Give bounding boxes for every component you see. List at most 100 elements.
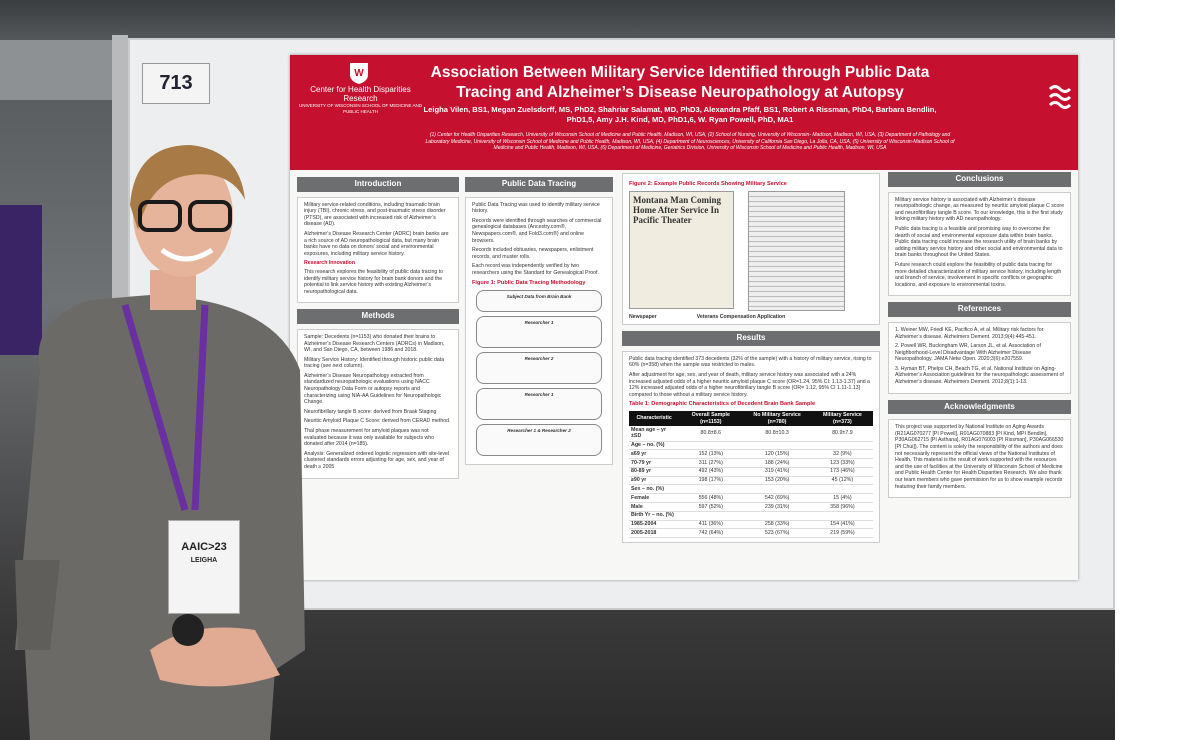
- wall-vents: [0, 40, 115, 100]
- table-cell: 2005-2018: [629, 528, 680, 539]
- figure-caption: Figure 1: Public Data Tracing Methodolog…: [472, 279, 586, 286]
- table-cell: ≤69 yr: [629, 449, 680, 460]
- figure-panel: Figure 2: Example Public Records Showing…: [622, 173, 880, 326]
- table-row: ≤69 yr 152 (13%) 120 (15%) 32 (9%): [629, 449, 873, 460]
- table-header-row: Characteristic Overall Sample (n=1153) No …: [629, 410, 873, 427]
- bullet-text: Military service-related conditions, inc…: [304, 201, 446, 228]
- table-row: Female 556 (48%) 542 (69%) 15 (4%): [629, 493, 873, 503]
- poster: W Center for Health Disparities Research…: [290, 55, 1078, 580]
- section-panel: 1. Weiner MW, Friedl KE, Pacifico A, et …: [888, 321, 1071, 394]
- flow-box: Researcher 1 & Researcher 2: [476, 424, 602, 457]
- table-row: Mean age – yr ±SD 80.8±8.6 80.8±10.3 80.9±7…: [629, 426, 873, 442]
- innovation-text: This research explores the feasibility o…: [304, 268, 443, 295]
- bullet-text: 2. Powell WR, Buckingham WR, Larson JL, …: [895, 343, 1041, 363]
- table-cell: 239 (31%): [742, 502, 812, 512]
- table-cell: 542 (69%): [742, 493, 812, 503]
- table-cell: 80-89 yr: [629, 467, 680, 477]
- table-cell: 219 (59%): [811, 528, 873, 539]
- table-cell: 152 (13%): [679, 449, 743, 460]
- table-cell: 153 (20%): [742, 476, 812, 486]
- table-cell: 188 (24%): [742, 458, 812, 468]
- table-cell: ≥90 yr: [629, 476, 680, 486]
- table-cell: 358 (96%): [811, 502, 873, 512]
- bullet-text: Military service history is associated w…: [895, 196, 1064, 223]
- section-panel: Public data tracing identified 373 deced…: [622, 350, 880, 544]
- section-heading: References: [888, 302, 1071, 317]
- table-cell: Mean age – yr ±SD: [629, 426, 680, 442]
- table-cell: 15 (4%): [811, 493, 873, 503]
- newspaper-headline: Montana Man Coming Home After Service In…: [633, 194, 722, 225]
- bullet-text: After adjustment for age, sex, and year …: [629, 371, 870, 398]
- table-cell: 742 (64%): [679, 528, 743, 539]
- section-heading: Conclusions: [888, 172, 1071, 187]
- flow-box: Researcher 1: [476, 316, 602, 349]
- bullet-text: Sample: Decedents (n=1153) who donated t…: [304, 333, 445, 354]
- column-3: Figure 2: Example Public Records Showing…: [622, 173, 880, 549]
- table-cell: Male: [629, 502, 680, 512]
- table-cell: 123 (33%): [811, 458, 873, 468]
- table-cell: 120 (15%): [742, 449, 812, 460]
- wave-icon: [1048, 85, 1072, 109]
- table-cell: 319 (41%): [742, 467, 812, 477]
- table-cell: 45 (12%): [811, 476, 873, 486]
- authors: Leigha Vilen, BS1, Megan Zuelsdorff, MS,…: [423, 105, 937, 124]
- table-cell: 1985-2004: [629, 520, 680, 530]
- side-banner: [0, 205, 42, 355]
- table-cell: 411 (36%): [679, 520, 743, 530]
- svg-text:W: W: [354, 68, 364, 79]
- table-row: Sex – no. (%): [629, 484, 873, 495]
- figure-label: Newspaper: [629, 313, 657, 320]
- section-heading: Acknowledgments: [888, 399, 1071, 415]
- bullet-text: 1. Weiner MW, Friedl KE, Pacifico A, et …: [895, 326, 1044, 340]
- table-row: ≥90 yr 198 (17%) 153 (20%) 45 (12%): [629, 476, 873, 486]
- bullet-text: Neuritic Amyloid Plaque C Score: derived…: [304, 418, 451, 425]
- section-panel: Military service-related conditions, inc…: [297, 196, 459, 304]
- table-cell: Birth Yr – no. (%): [629, 511, 873, 521]
- logo-sub: UNIVERSITY OF WISCONSIN SCHOOL OF MEDICI…: [298, 103, 422, 114]
- table-cell: 311 (27%): [679, 458, 743, 468]
- flow-box: Subject Data from Brain Bank: [476, 290, 602, 313]
- column-4: Conclusions Military service history is a…: [888, 172, 1071, 504]
- bullet-text: 3. Hyman BT, Phelps CH, Beach TG, et al.…: [895, 365, 1064, 386]
- bullet-text: Alzheimer’s Disease Neuropathology extra…: [304, 372, 442, 406]
- bullet-text: Records were identified through searches…: [472, 217, 602, 244]
- newspaper-image: Montana Man Coming Home After Service In…: [629, 190, 734, 309]
- table-cell: Sex – no. (%): [629, 484, 873, 495]
- subheading: Research Innovation: [304, 260, 356, 267]
- logo: Center for Health Disparities Research UN…: [298, 85, 423, 114]
- section-panel: This project was supported by National I…: [888, 419, 1071, 499]
- table-header-cell: Characteristic: [629, 410, 680, 427]
- flow-box: Researcher 1: [476, 388, 602, 421]
- demographics-table: Characteristic Overall Sample (n=1153) No …: [629, 410, 873, 539]
- table-cell: 198 (17%): [679, 476, 743, 486]
- bullet-text: Analysis: Generalized ordered logistic r…: [304, 450, 450, 470]
- bullet-text: Military Service History: Identified thr…: [304, 356, 445, 370]
- board-number: 713: [142, 63, 210, 104]
- column-1: Introduction Military service-related con…: [297, 177, 459, 485]
- table-row: Age – no. (%): [629, 441, 873, 451]
- logo-text: Center for Health Disparities Research: [310, 85, 411, 103]
- table-cell: 258 (33%): [742, 520, 812, 530]
- table-header-cell: No Military Service (n=780): [742, 410, 812, 427]
- table-row: Birth Yr – no. (%): [629, 511, 873, 521]
- table-cell: 80.8±8.6: [679, 426, 743, 442]
- section-panel: Sample: Decedents (n=1153) who donated t…: [297, 328, 459, 479]
- bullet-text: Each record was independently verified b…: [472, 263, 599, 276]
- table-cell: 154 (41%): [811, 520, 873, 530]
- table-cell: 173 (46%): [811, 467, 873, 477]
- bullet-text: Neurofibrillary tangle B score: derived …: [304, 408, 437, 415]
- table-cell: 70-79 yr: [629, 458, 680, 468]
- section-panel: Military service history is associated w…: [888, 191, 1071, 297]
- application-image: [748, 190, 845, 311]
- table-cell: Female: [629, 493, 680, 503]
- table-row: Male 597 (52%) 239 (31%) 358 (96%): [629, 502, 873, 512]
- crest-icon: W: [350, 63, 368, 84]
- flow-box: Researcher 2: [476, 352, 602, 385]
- table-caption: Table 1: Demographic Characteristics of …: [629, 401, 816, 408]
- table-row: 80-89 yr 492 (43%) 319 (41%) 173 (46%): [629, 467, 873, 477]
- table-row: 70-79 yr 311 (27%) 188 (24%) 123 (33%): [629, 458, 873, 468]
- badge-event: AAIC>23: [181, 541, 227, 553]
- table-cell: 80.8±10.3: [742, 426, 812, 442]
- bullet-text: Records included obituaries, newspapers,…: [472, 247, 594, 260]
